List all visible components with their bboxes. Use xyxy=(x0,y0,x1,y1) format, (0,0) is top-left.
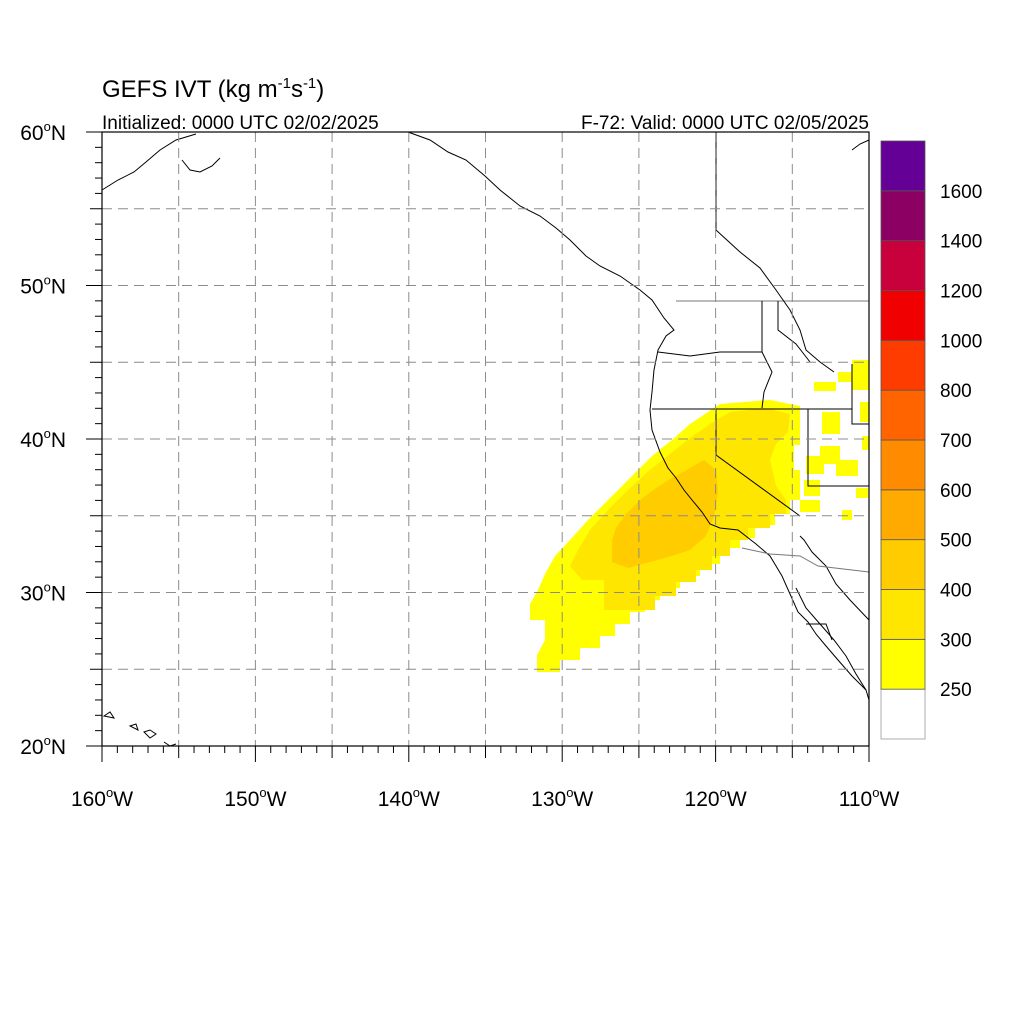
lon-hemisphere: W xyxy=(879,788,899,811)
lon-degree-value: 130 xyxy=(531,788,566,811)
lat-label: 50oN xyxy=(20,273,66,299)
lon-degree-value: 160 xyxy=(71,788,106,811)
lat-hemisphere: N xyxy=(51,429,66,452)
colorbar-labels: 250 300 400 500 600 700 800 1000 1200 1400 1600 xyxy=(940,182,982,701)
colorbar-label: 400 xyxy=(940,581,972,602)
colorbar-swatch xyxy=(880,688,926,740)
colorbar-label: 700 xyxy=(940,431,972,452)
colorbar-swatch xyxy=(880,190,926,242)
coastlines xyxy=(101,131,870,747)
lon-label: 150oW xyxy=(224,785,286,811)
lon-label: 140oW xyxy=(378,785,440,811)
latitude-labels: 60oN 50oN 40oN 30oN 20oN xyxy=(20,119,66,759)
lon-hemisphere: W xyxy=(420,788,440,811)
lat-label: 30oN xyxy=(20,580,66,606)
lon-label: 160oW xyxy=(71,785,133,811)
colorbar-label: 800 xyxy=(940,381,972,402)
valid-time-label: F-72: Valid: 0000 UTC 02/05/2025 xyxy=(581,113,869,134)
colorbar-swatch xyxy=(880,439,926,491)
plot-title: GEFS IVT (kg m-1s-1) xyxy=(102,75,324,103)
lon-degree-value: 110 xyxy=(839,788,872,811)
lat-hemisphere: N xyxy=(51,276,66,299)
lat-degree-value: 40 xyxy=(20,429,43,452)
colorbar-swatch xyxy=(880,489,926,541)
colorbar-swatch xyxy=(880,339,926,391)
lat-degree-value: 60 xyxy=(20,122,43,145)
lon-degree-value: 120 xyxy=(685,788,720,811)
colorbar-swatch xyxy=(880,240,926,291)
colorbar xyxy=(880,140,926,740)
lat-degree-value: 50 xyxy=(20,276,43,299)
lat-degree-value: 20 xyxy=(20,736,43,759)
lat-label: 40oN xyxy=(20,426,66,452)
graticule xyxy=(102,132,869,746)
axis-ticks xyxy=(86,131,870,762)
initialized-label: Initialized: 0000 UTC 02/02/2025 xyxy=(102,113,379,134)
colorbar-swatch xyxy=(880,638,926,690)
ivt-field xyxy=(530,360,869,672)
ivt-inland-patches xyxy=(800,360,869,520)
longitude-labels: 160oW 150oW 140oW 130oW 120oW 110oW xyxy=(71,785,900,811)
colorbar-label: 1000 xyxy=(940,331,982,352)
lat-hemisphere: N xyxy=(51,736,66,759)
colorbar-swatch xyxy=(880,140,926,192)
lon-hemisphere: W xyxy=(113,788,133,811)
colorbar-label: 1200 xyxy=(940,282,982,303)
lon-degree-value: 140 xyxy=(378,788,413,811)
colorbar-label: 600 xyxy=(940,481,972,502)
lon-hemisphere: W xyxy=(573,788,593,811)
lat-hemisphere: N xyxy=(51,122,66,145)
colorbar-label: 1400 xyxy=(940,232,982,253)
lat-label: 60oN xyxy=(20,119,66,145)
colorbar-swatch xyxy=(880,539,926,590)
lon-hemisphere: W xyxy=(727,788,747,811)
lon-label: 110oW xyxy=(839,785,900,811)
lon-label: 130oW xyxy=(531,785,593,811)
colorbar-label: 1600 xyxy=(940,182,982,203)
colorbar-swatch xyxy=(880,589,926,640)
lon-hemisphere: W xyxy=(267,788,287,811)
colorbar-label: 500 xyxy=(940,531,972,552)
map-panel xyxy=(86,131,870,762)
lon-degree-value: 150 xyxy=(224,788,259,811)
lat-hemisphere: N xyxy=(51,583,66,606)
lat-label: 20oN xyxy=(20,733,66,759)
colorbar-swatch xyxy=(880,389,926,441)
colorbar-label: 250 xyxy=(940,680,972,701)
lon-label: 120oW xyxy=(685,785,747,811)
colorbar-swatch xyxy=(880,290,926,341)
colorbar-label: 300 xyxy=(940,630,972,651)
lat-degree-value: 30 xyxy=(20,583,43,606)
